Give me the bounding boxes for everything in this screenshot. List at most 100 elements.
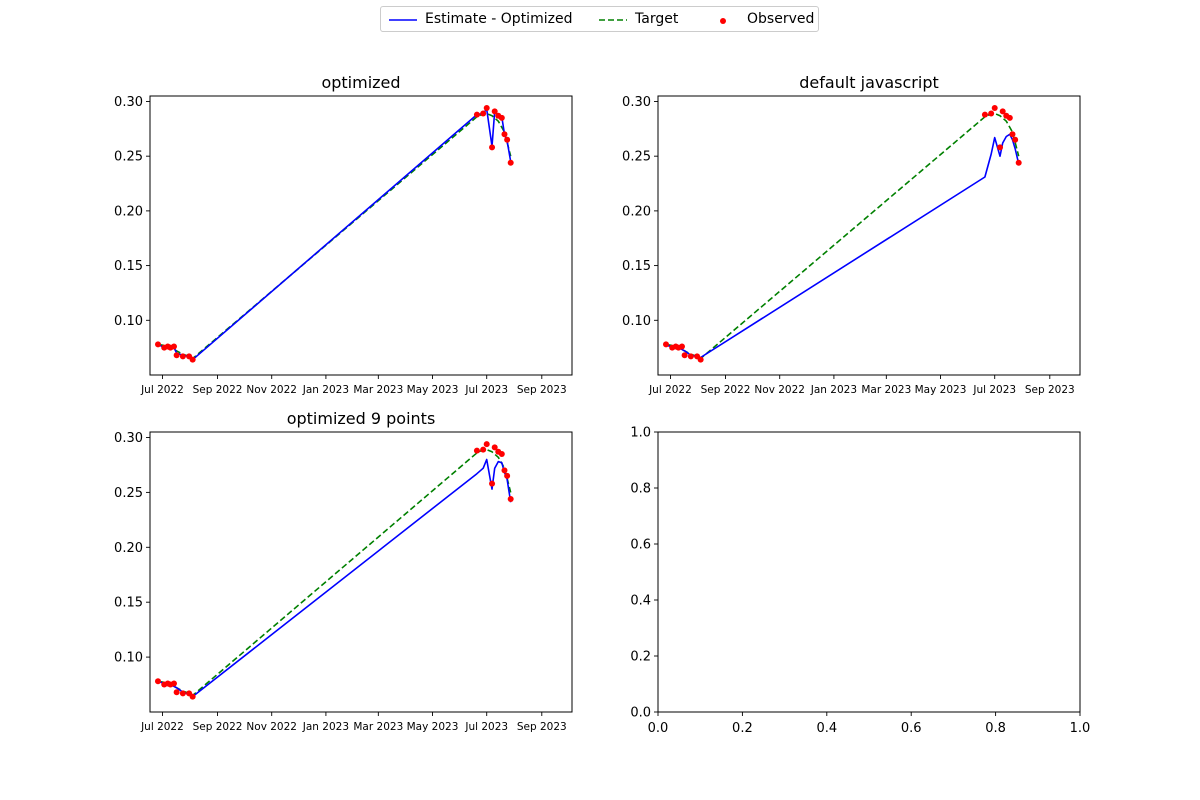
y-tick-label: 0.20 — [114, 541, 143, 556]
observed-point — [504, 136, 511, 143]
y-tick-label: 0.8 — [630, 482, 651, 497]
x-tick-label: 0.4 — [816, 721, 837, 736]
legend-estimate-swatch — [389, 19, 417, 21]
legend-item-estimate: Estimate - Optimized — [387, 10, 577, 30]
y-tick-label: 0.6 — [630, 538, 651, 553]
axes-frame — [657, 95, 1081, 376]
observed-point — [173, 689, 180, 696]
y-tick-label: 0.15 — [622, 259, 651, 274]
x-tick-label: Jan 2023 — [810, 384, 857, 396]
observed-point — [483, 105, 490, 112]
axes-frame — [149, 95, 573, 376]
legend-item-observed: Observed — [707, 10, 817, 30]
observed-point — [697, 356, 704, 363]
x-tick-label: 0.0 — [648, 721, 669, 736]
x-tick-label: Jan 2023 — [302, 721, 349, 733]
observed-point — [1012, 136, 1019, 143]
subplot-4: 0.0 0.2 0.4 0.6 0.8 1.0 0.0 0.2 0.4 0.6 0.8 1.0 — [630, 426, 1090, 737]
x-tick-label: Sep 2022 — [193, 721, 243, 733]
observed-point — [498, 114, 505, 121]
x-tick-label: Mar 2023 — [353, 721, 403, 733]
plot-area — [658, 96, 1080, 375]
axes-frame — [657, 431, 1081, 713]
observed-point — [1009, 131, 1016, 138]
observed-point — [179, 353, 186, 360]
observed-point — [179, 690, 186, 697]
x-tick-label: Jan 2023 — [302, 384, 349, 396]
observed-point — [491, 444, 498, 451]
observed-point — [489, 144, 496, 151]
y-tick-label: 0.30 — [114, 431, 143, 446]
observed-point — [480, 446, 487, 453]
x-tick-label: Jul 2023 — [972, 384, 1016, 396]
observed-point — [504, 472, 511, 479]
y-tick-label: 0.2 — [630, 650, 651, 665]
legend-observed-label: Observed — [747, 11, 815, 27]
x-tick-label: Jul 2022 — [648, 384, 692, 396]
observed-point — [981, 111, 988, 118]
observed-point — [189, 693, 196, 700]
legend-target-swatch — [599, 19, 627, 21]
observed-point — [154, 341, 161, 348]
x-tick-label: Nov 2022 — [754, 384, 805, 396]
subplot-title: optimized — [321, 73, 400, 92]
x-tick-label: Sep 2023 — [1025, 384, 1075, 396]
legend-target-label: Target — [635, 11, 679, 27]
plot-area — [150, 96, 572, 375]
observed-point — [1015, 159, 1022, 166]
legend-item-target: Target — [597, 10, 707, 30]
y-tick-label: 0.10 — [622, 314, 651, 329]
legend-observed-swatch — [720, 18, 726, 24]
x-tick-label: Sep 2022 — [193, 384, 243, 396]
x-tick-label: 1.0 — [1070, 721, 1091, 736]
observed-point — [991, 105, 998, 112]
observed-point — [170, 680, 177, 687]
observed-point — [988, 110, 995, 117]
x-tick-label: Sep 2022 — [701, 384, 751, 396]
observed-point — [662, 341, 669, 348]
subplot-title: optimized 9 points — [287, 409, 436, 428]
subplot-1: optimized 0.10 0.15 0.20 0.25 0.30 Jul 2022 Sep… — [114, 73, 573, 396]
x-tick-label: Mar 2023 — [353, 384, 403, 396]
observed-point — [507, 159, 514, 166]
subplot-2: default javascript 0.10 0.15 0.20 0.25 0.30 Ju… — [622, 73, 1081, 396]
x-tick-label: Nov 2022 — [246, 721, 297, 733]
y-tick-label: 0.25 — [622, 150, 651, 165]
y-tick-label: 0.0 — [630, 706, 651, 721]
observed-point — [170, 343, 177, 350]
observed-point — [999, 108, 1006, 115]
plot-area — [658, 432, 1080, 712]
estimate-line — [157, 458, 512, 698]
observed-point — [1006, 114, 1013, 121]
x-tick-label: Jul 2023 — [464, 721, 508, 733]
x-tick-label: May 2023 — [915, 384, 967, 396]
x-tick-label: Nov 2022 — [246, 384, 297, 396]
subplot-title: default javascript — [799, 73, 939, 92]
observed-point — [473, 447, 480, 454]
y-tick-label: 0.20 — [622, 204, 651, 219]
x-tick-label: 0.6 — [901, 721, 922, 736]
observed-point — [189, 356, 196, 363]
y-tick-label: 0.25 — [114, 150, 143, 165]
x-tick-label: 0.8 — [985, 721, 1006, 736]
observed-point — [501, 467, 508, 474]
observed-point — [154, 678, 161, 685]
y-tick-label: 1.0 — [630, 426, 651, 441]
axes-frame — [149, 431, 573, 713]
plot-area — [150, 432, 572, 712]
y-tick-label: 0.25 — [114, 486, 143, 501]
x-tick-label: Mar 2023 — [861, 384, 911, 396]
observed-point — [173, 352, 180, 359]
x-tick-label: May 2023 — [407, 384, 459, 396]
observed-point — [489, 480, 496, 487]
y-tick-label: 0.30 — [114, 95, 143, 110]
observed-point — [997, 144, 1004, 151]
y-tick-label: 0.15 — [114, 596, 143, 611]
x-tick-label: Jul 2023 — [464, 384, 508, 396]
observed-point — [687, 353, 694, 360]
figure-legend: Estimate - Optimized Target Observed — [380, 6, 819, 32]
observed-point — [498, 450, 505, 457]
y-tick-label: 0.10 — [114, 314, 143, 329]
legend-estimate-label: Estimate - Optimized — [425, 11, 573, 27]
observed-point — [491, 108, 498, 115]
